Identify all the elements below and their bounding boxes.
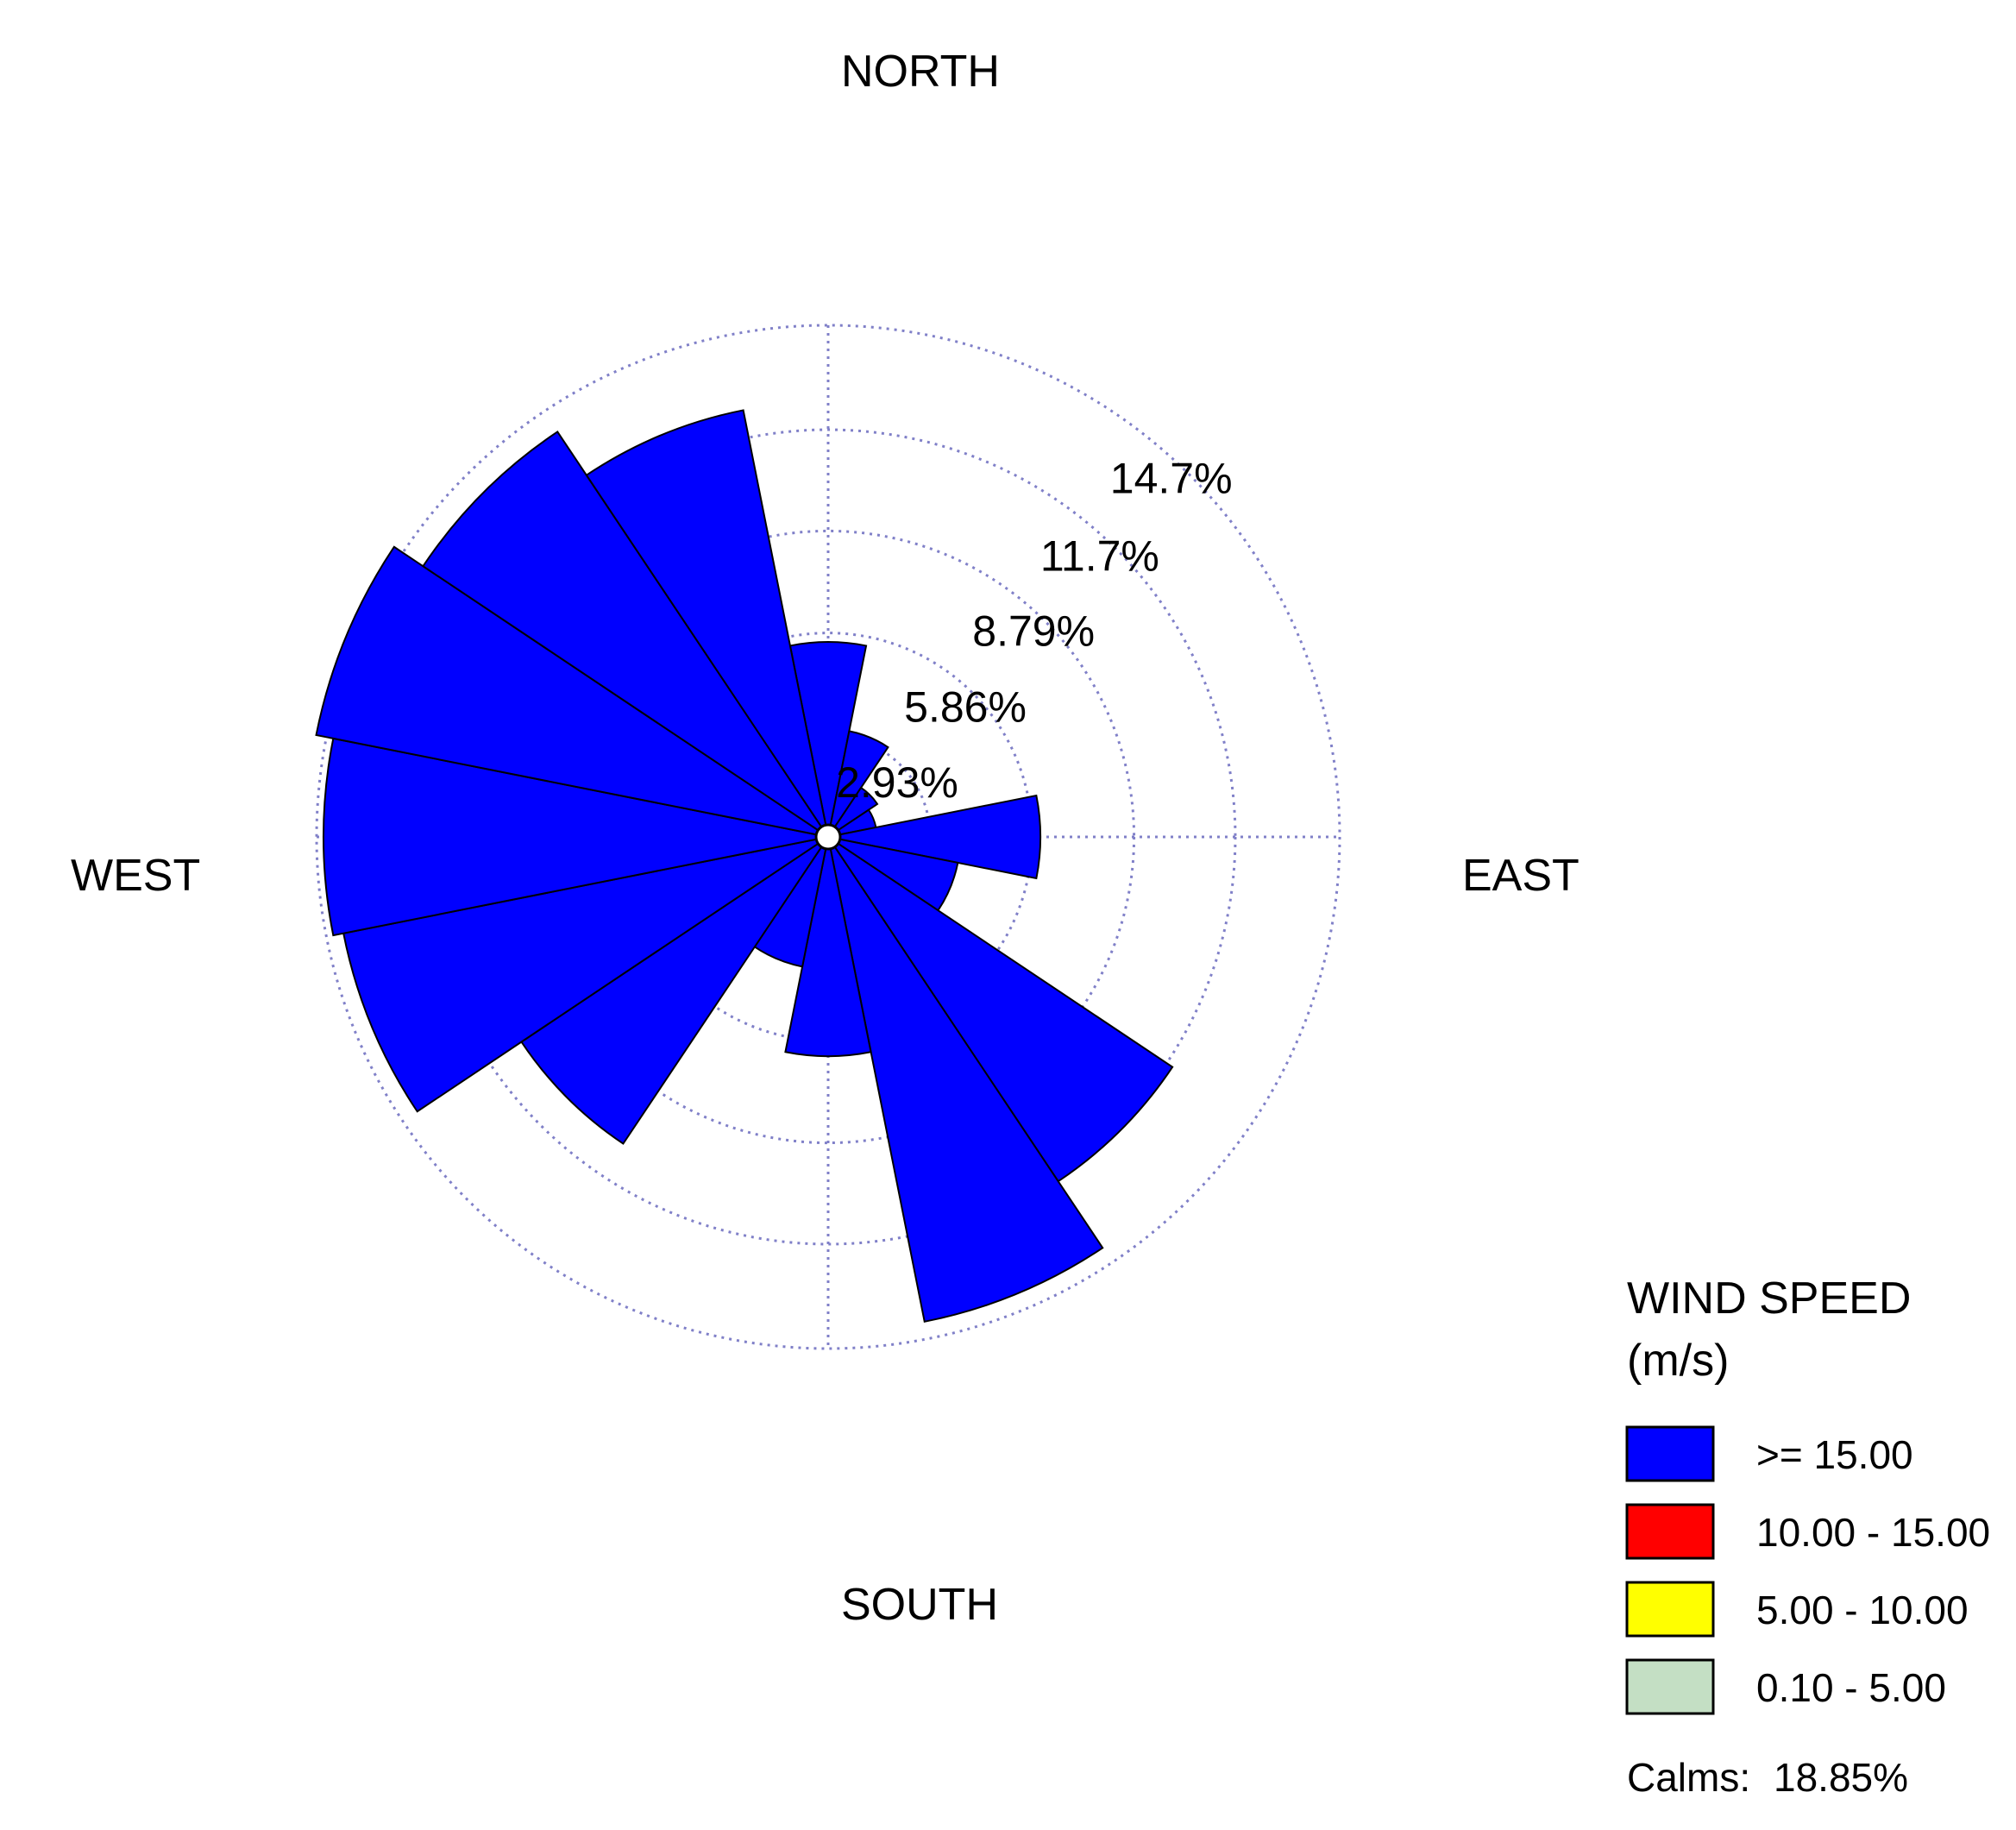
ring-label-2: 5.86% [904, 682, 1027, 731]
wind-petals [315, 409, 1174, 1323]
east-label: EAST [1462, 851, 1580, 901]
ring-label-1: 2.93% [836, 758, 958, 807]
legend-swatch-1 [1625, 1425, 1715, 1482]
legend-label-4: 0.10 - 5.00 [1756, 1665, 1946, 1710]
south-label: SOUTH [841, 1580, 998, 1630]
legend-swatch-3 [1625, 1581, 1715, 1638]
calms-label: Calms: [1627, 1755, 1750, 1800]
ring-label-4: 11.7% [1040, 531, 1159, 580]
legend-units: (m/s) [1627, 1336, 1729, 1386]
legend-label-2: 10.00 - 15.00 [1756, 1510, 1990, 1555]
legend-swatch-2 [1625, 1503, 1715, 1560]
grid-ring-5 [315, 324, 1341, 1350]
calms-value: 18.85% [1774, 1755, 1908, 1800]
legend-label-1: >= 15.00 [1756, 1432, 1913, 1477]
calms-center-circle [814, 823, 842, 851]
legend: WIND SPEED (m/s) >= 15.00 10.00 - 15.00 5.… [1625, 1273, 1990, 1800]
legend-title: WIND SPEED [1627, 1273, 1911, 1324]
legend-swatch-4 [1625, 1658, 1715, 1715]
ring-label-5: 14.7% [1110, 454, 1233, 502]
west-label: WEST [71, 851, 200, 901]
legend-label-3: 5.00 - 10.00 [1756, 1588, 1969, 1632]
legend-items: >= 15.00 10.00 - 15.00 5.00 - 10.00 0.10 - … [1625, 1425, 1990, 1715]
ring-labels: 2.93% 5.86% 8.79% 11.7% 14.7% [836, 454, 1232, 807]
ring-label-3: 8.79% [972, 607, 1095, 655]
north-label: NORTH [841, 47, 1000, 97]
